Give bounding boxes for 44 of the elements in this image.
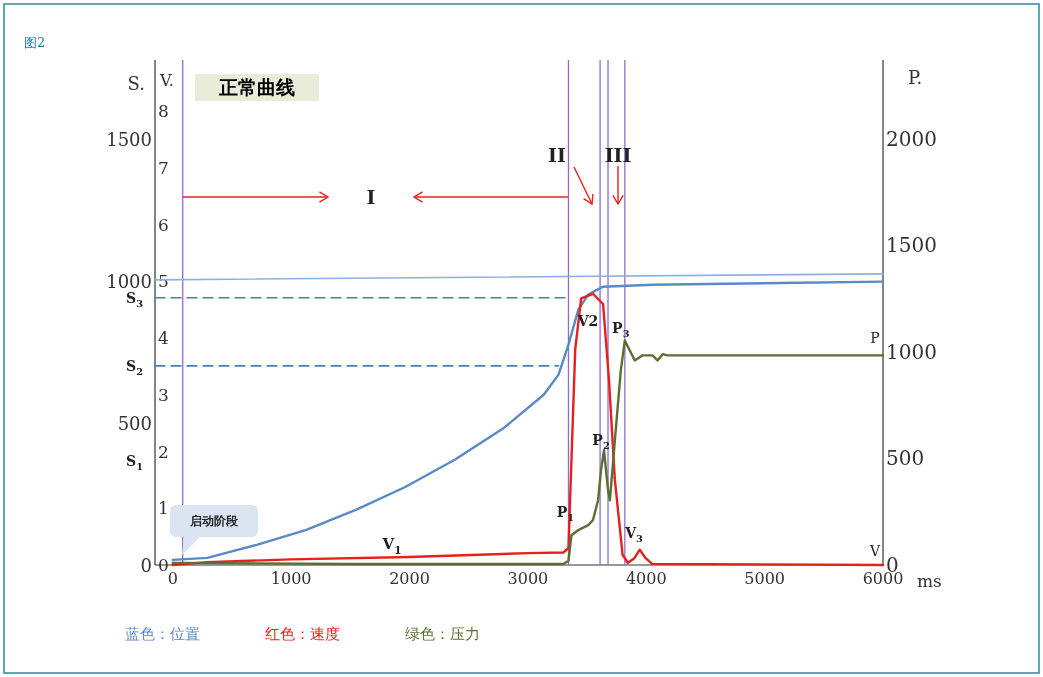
text: 蓝色：位置 <box>125 625 200 643</box>
x-tick-label: 5000 <box>744 569 785 588</box>
y3-tick-label: 1 <box>158 498 169 519</box>
annotation: III <box>604 144 632 166</box>
y2-tick-label: 1500 <box>886 233 937 258</box>
annotation: V <box>868 543 881 559</box>
text: 红色：速度 <box>265 625 340 643</box>
text: S$_{1}$ <box>126 453 143 472</box>
annotation: V$_{1}$ <box>381 535 402 556</box>
annotation: I <box>366 186 376 208</box>
x-tick-label: 1000 <box>270 569 312 588</box>
annotation: P$_{2}$ <box>592 431 610 451</box>
x-tick-label: 4000 <box>625 569 667 588</box>
x-tick-label: 3000 <box>507 569 549 588</box>
y2-axis-title: P. <box>908 67 923 88</box>
annotation: P$_{1}$ <box>556 503 575 523</box>
annotation: 启动阶段 <box>189 514 239 528</box>
y3-tick-label: 7 <box>158 157 169 178</box>
text: 绿色：压力 <box>405 625 480 643</box>
y3-tick-label: 6 <box>158 214 169 235</box>
caption: 图2 <box>24 34 46 50</box>
y3-tick-label: 8 <box>158 101 169 122</box>
annotation: P$_{3}$ <box>612 320 630 340</box>
y-axis-title: S. <box>127 73 145 94</box>
y-tick-label: 1000 <box>106 270 152 292</box>
y3-tick-label: 4 <box>158 328 169 349</box>
y3-tick-label: 2 <box>158 441 169 462</box>
annotation: P <box>870 330 880 346</box>
x-tick-label: 2000 <box>389 569 430 588</box>
text: 正常曲线 <box>218 76 295 98</box>
y3-tick-label: 3 <box>158 384 169 405</box>
annotation: II <box>548 144 566 166</box>
annotation: V$_{3}$ <box>624 525 644 544</box>
y2-tick-label: 500 <box>886 446 925 471</box>
y2-tick-label: 2000 <box>886 126 937 151</box>
x-axis-title: ms <box>917 571 942 591</box>
annotation: S$_{3}$ <box>126 289 144 309</box>
y3-axis-title: V. <box>159 71 174 90</box>
y3-tick-label: 0 <box>158 555 169 575</box>
x-tick-label: 0 <box>167 569 178 588</box>
y-tick-label: 500 <box>117 412 152 434</box>
y2-tick-label: 1000 <box>886 339 937 364</box>
annotation: S$_{2}$ <box>126 357 143 377</box>
y-tick-label: 1500 <box>106 128 152 150</box>
